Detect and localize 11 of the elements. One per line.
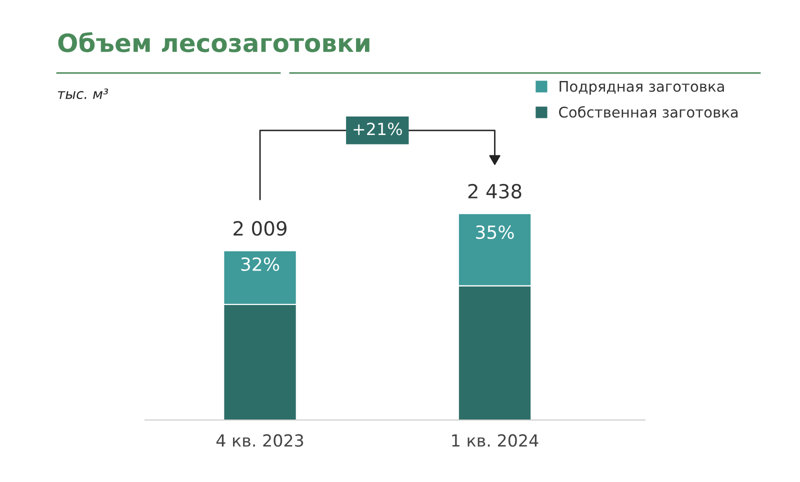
annotation: 2 009 xyxy=(234,221,286,236)
chart-title: Объем лесозаготовки xyxy=(58,32,370,52)
x-tick-label: 4 кв. 2023 xyxy=(216,434,304,447)
annotation: 35% xyxy=(476,225,514,240)
legend-label: Подрядная заготовка xyxy=(560,81,724,95)
x-tick-label: 1 кв. 2024 xyxy=(452,434,538,447)
text: тыс. м³ xyxy=(58,88,108,100)
annotation: 32% xyxy=(241,257,280,271)
legend-label: Собственная заготовка xyxy=(559,106,738,118)
text: 2 438 xyxy=(468,184,522,199)
text: +21% xyxy=(354,122,402,136)
